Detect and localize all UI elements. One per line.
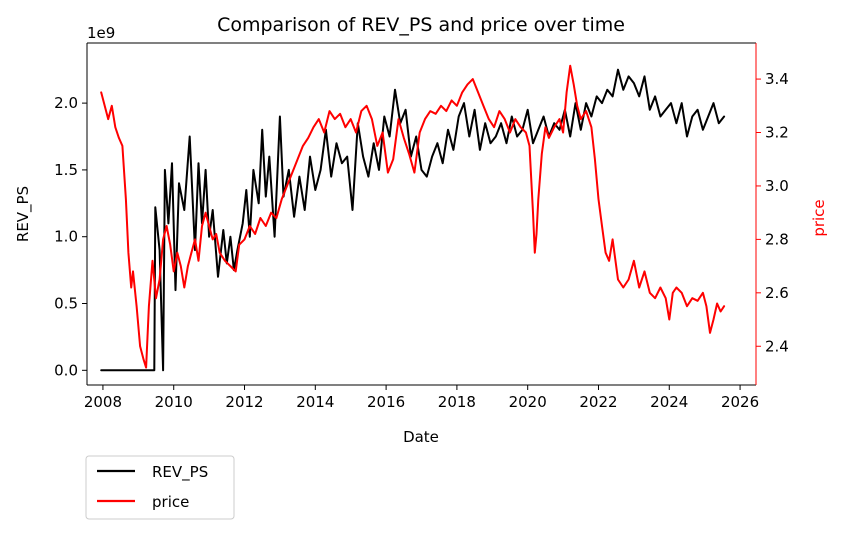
x-tick-label: 2026 [721,393,759,411]
left-y-axis: 0.0 0.5 1.0 1.5 2.0 [54,94,87,379]
x-tick-label: 2022 [579,393,617,411]
x-tick-label: 2010 [155,393,193,411]
left-y-axis-label: REV_PS [14,186,33,242]
axes-frame [86,42,757,386]
chart-title: Comparison of REV_PS and price over time [217,14,625,36]
x-tick-label: 2012 [225,393,263,411]
y-left-tick-label: 0.5 [54,295,78,313]
x-tick-label: 2016 [367,393,405,411]
legend: REV_PS price [85,455,235,520]
x-tick-label: 2018 [438,393,476,411]
right-y-axis: 2.4 2.6 2.8 3.0 3.2 3.4 [756,70,789,355]
y-right-tick-label: 3.2 [765,124,789,142]
y-left-tick-label: 1.0 [54,228,78,246]
series-line-price [100,64,726,369]
legend-label-price: price [152,493,189,511]
y-right-tick-label: 3.4 [765,70,789,88]
plot-area [100,64,726,372]
y-right-tick-label: 2.8 [765,230,789,248]
y-right-tick-label: 2.4 [765,337,789,355]
x-tick-label: 2014 [296,393,334,411]
left-axis-offset-text: 1e9 [87,24,115,42]
right-y-axis-label: price [810,199,828,236]
x-axis-label: Date [403,428,439,446]
x-tick-label: 2024 [650,393,688,411]
series-line-rev-ps [100,68,726,372]
y-right-tick-label: 3.0 [765,177,789,195]
y-left-tick-label: 1.5 [54,161,78,179]
legend-label-rev-ps: REV_PS [152,463,208,482]
x-tick-label: 2008 [84,393,122,411]
y-left-tick-label: 2.0 [54,94,78,112]
y-right-tick-label: 2.6 [765,284,789,302]
y-left-tick-label: 0.0 [54,361,78,379]
x-tick-label: 2020 [509,393,547,411]
x-axis: 2008 2010 2012 2014 2016 2018 2020 2022 2024 2026 [84,385,759,411]
